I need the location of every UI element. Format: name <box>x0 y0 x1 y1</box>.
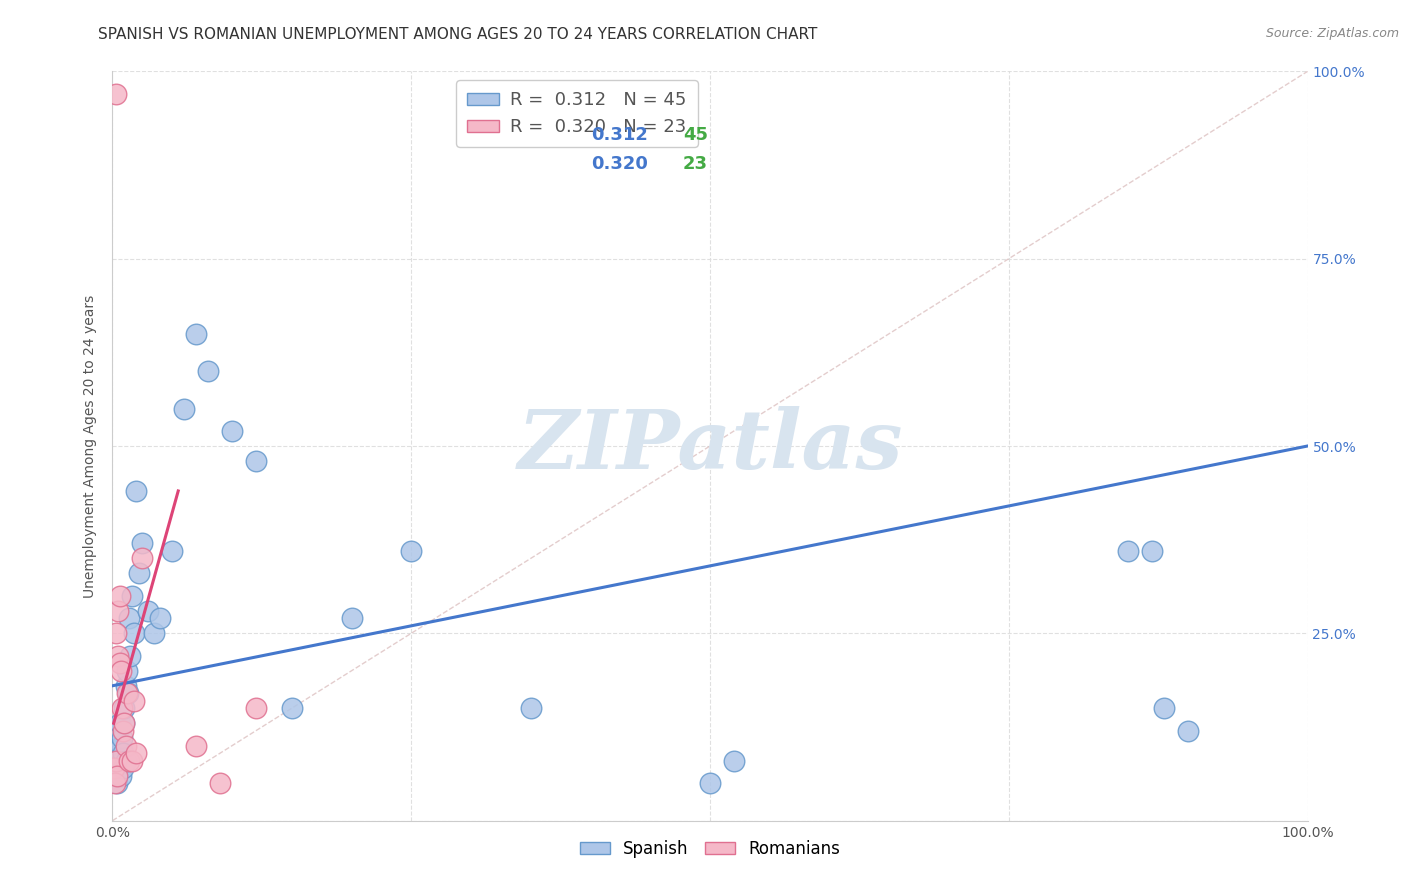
Point <box>104 761 127 775</box>
Point <box>121 589 143 603</box>
Point <box>723 754 745 768</box>
Point <box>131 536 153 550</box>
Point <box>105 87 128 101</box>
Point <box>105 769 128 783</box>
Point <box>114 739 136 753</box>
Point <box>111 754 134 768</box>
Point <box>105 769 128 783</box>
Text: 45: 45 <box>683 126 709 144</box>
Text: ZIPatlas: ZIPatlas <box>517 406 903 486</box>
Point <box>115 686 138 700</box>
Point <box>197 364 219 378</box>
Point <box>105 776 128 790</box>
Point <box>121 754 143 768</box>
Point <box>173 401 195 416</box>
Point <box>245 454 267 468</box>
Point <box>108 746 131 760</box>
Point <box>108 657 131 671</box>
Text: 23: 23 <box>683 155 709 173</box>
Point <box>162 544 183 558</box>
Point <box>111 731 134 746</box>
Point <box>110 664 132 678</box>
Point <box>108 716 131 731</box>
Point <box>340 611 363 625</box>
Point <box>114 716 135 731</box>
Point <box>122 694 145 708</box>
Point <box>401 544 423 558</box>
Point <box>1142 544 1164 558</box>
Point <box>143 626 166 640</box>
Point <box>108 589 131 603</box>
Point <box>125 746 148 760</box>
Point <box>103 761 125 775</box>
Point <box>122 626 145 640</box>
Point <box>114 754 136 768</box>
Point <box>118 754 141 768</box>
Point <box>107 604 129 618</box>
Point <box>138 604 160 618</box>
Point <box>186 739 208 753</box>
Point <box>112 761 135 775</box>
Point <box>114 716 135 731</box>
Text: 0.320: 0.320 <box>592 155 648 173</box>
Point <box>281 701 304 715</box>
Point <box>221 424 243 438</box>
Point <box>520 701 543 715</box>
Point <box>117 686 139 700</box>
Point <box>112 723 135 738</box>
Point <box>699 776 721 790</box>
Point <box>107 648 129 663</box>
Point <box>115 664 138 678</box>
Point <box>105 754 128 768</box>
Point <box>114 679 136 693</box>
Point <box>131 551 153 566</box>
Point <box>1153 701 1175 715</box>
Text: 0.312: 0.312 <box>592 126 648 144</box>
Point <box>186 326 208 341</box>
Point <box>110 739 132 753</box>
Point <box>149 611 172 625</box>
Point <box>114 701 135 715</box>
Point <box>1118 544 1140 558</box>
Point <box>125 483 148 498</box>
Point <box>110 769 132 783</box>
Point <box>107 723 129 738</box>
Point <box>104 776 127 790</box>
Point <box>120 648 142 663</box>
Point <box>118 611 141 625</box>
Point <box>209 776 232 790</box>
Y-axis label: Unemployment Among Ages 20 to 24 years: Unemployment Among Ages 20 to 24 years <box>83 294 97 598</box>
Text: Source: ZipAtlas.com: Source: ZipAtlas.com <box>1265 27 1399 40</box>
Point <box>111 701 134 715</box>
Legend: Spanish, Romanians: Spanish, Romanians <box>574 833 846 864</box>
Point <box>245 701 267 715</box>
Point <box>107 754 129 768</box>
Text: SPANISH VS ROMANIAN UNEMPLOYMENT AMONG AGES 20 TO 24 YEARS CORRELATION CHART: SPANISH VS ROMANIAN UNEMPLOYMENT AMONG A… <box>98 27 818 42</box>
Point <box>128 566 150 581</box>
Point <box>112 746 135 760</box>
Point <box>1177 723 1199 738</box>
Point <box>105 626 128 640</box>
